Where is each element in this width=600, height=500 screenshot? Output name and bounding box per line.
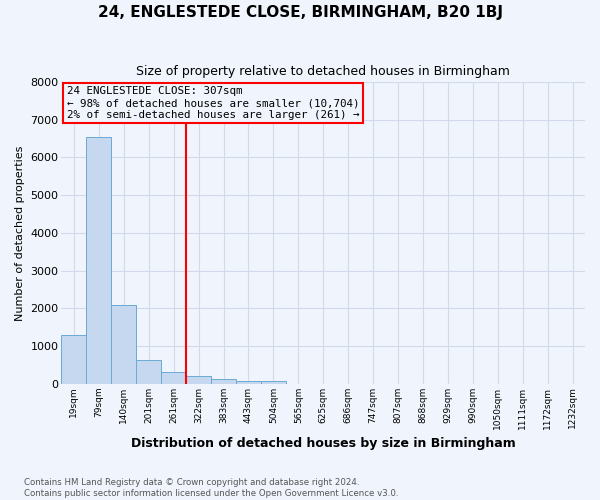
X-axis label: Distribution of detached houses by size in Birmingham: Distribution of detached houses by size …: [131, 437, 515, 450]
Text: Contains HM Land Registry data © Crown copyright and database right 2024.
Contai: Contains HM Land Registry data © Crown c…: [24, 478, 398, 498]
Text: 24 ENGLESTEDE CLOSE: 307sqm
← 98% of detached houses are smaller (10,704)
2% of : 24 ENGLESTEDE CLOSE: 307sqm ← 98% of det…: [67, 86, 359, 120]
Bar: [112, 304, 136, 384]
Bar: [161, 372, 186, 384]
Bar: [261, 381, 286, 384]
Bar: [211, 379, 236, 384]
Text: 24, ENGLESTEDE CLOSE, BIRMINGHAM, B20 1BJ: 24, ENGLESTEDE CLOSE, BIRMINGHAM, B20 1B…: [97, 5, 503, 20]
Bar: [136, 360, 161, 384]
Bar: [186, 376, 211, 384]
Bar: [61, 334, 86, 384]
Y-axis label: Number of detached properties: Number of detached properties: [15, 145, 25, 320]
Title: Size of property relative to detached houses in Birmingham: Size of property relative to detached ho…: [136, 65, 510, 78]
Bar: [86, 136, 112, 384]
Bar: [236, 381, 261, 384]
